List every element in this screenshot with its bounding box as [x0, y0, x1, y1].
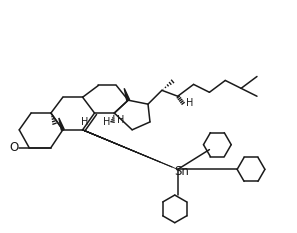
- Text: H: H: [81, 117, 88, 127]
- Text: H: H: [117, 115, 124, 125]
- Polygon shape: [59, 118, 64, 130]
- Text: O: O: [10, 141, 19, 154]
- Polygon shape: [124, 88, 129, 101]
- Text: H: H: [103, 117, 110, 127]
- Text: Sn: Sn: [174, 165, 189, 178]
- Text: H: H: [186, 98, 193, 108]
